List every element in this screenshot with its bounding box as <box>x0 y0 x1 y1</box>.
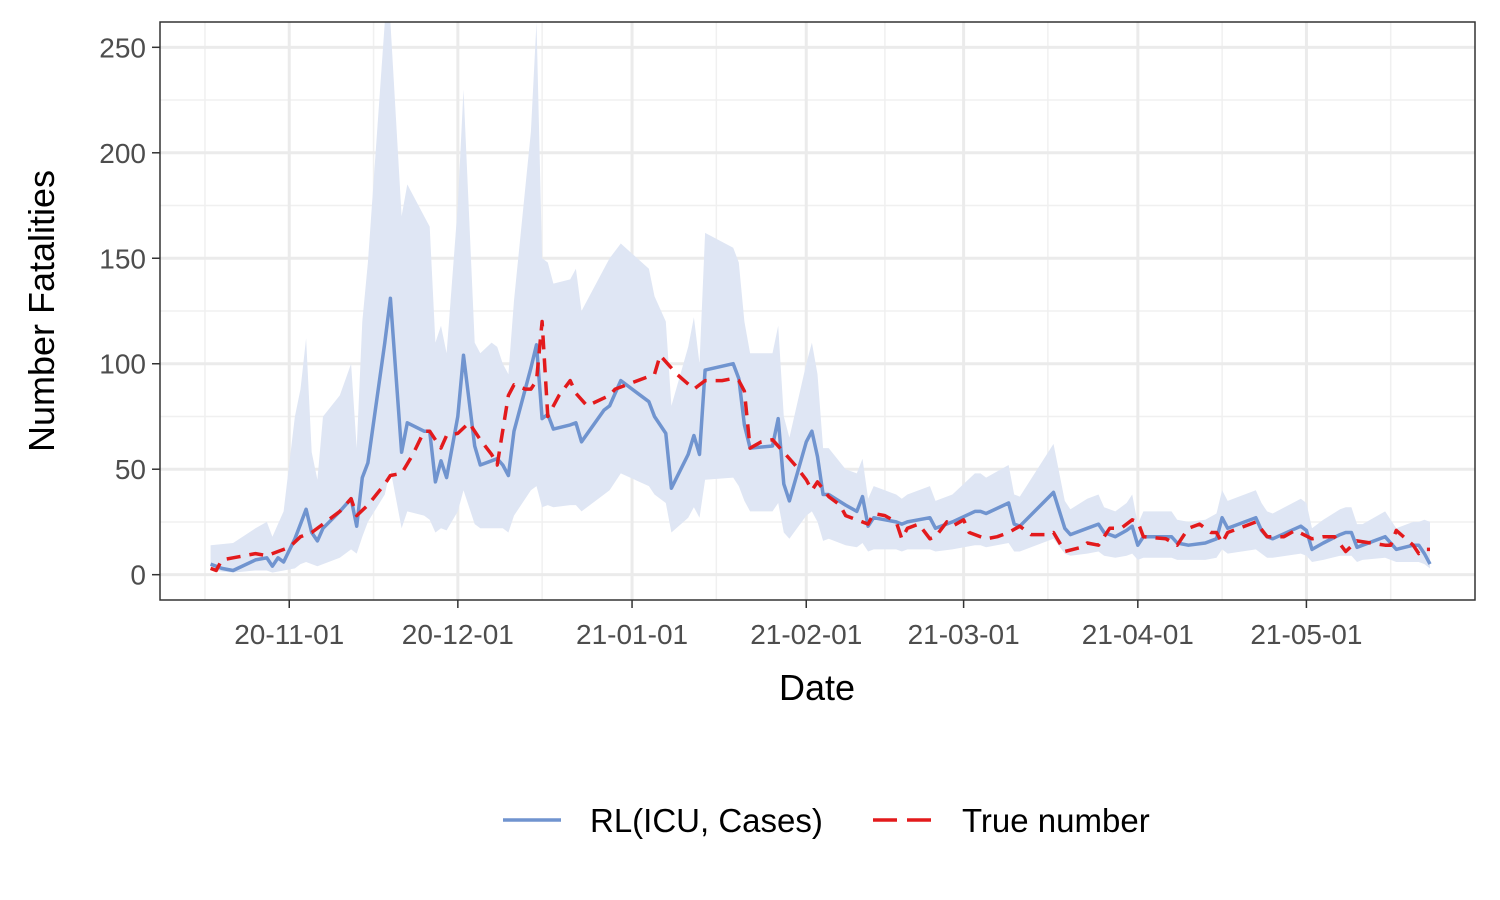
series-line-true-number <box>209 319 1430 573</box>
uncertainty-band <box>210 22 1431 573</box>
y-axis: 0 50 100 150 200 250 <box>99 32 160 591</box>
series-line-rl-icu-cases <box>209 296 1432 573</box>
x-axis-title: Date <box>779 667 855 708</box>
y-axis-title: Number Fatalities <box>21 170 62 452</box>
legend-label-rl-icu-cases: RL(ICU, Cases) <box>590 802 823 839</box>
x-tick-label: 20-11-01 <box>234 619 344 650</box>
x-tick-label: 21-01-01 <box>576 619 688 650</box>
y-tick-label: 200 <box>99 138 146 169</box>
x-tick-label: 21-05-01 <box>1250 619 1362 650</box>
y-tick-label: 100 <box>99 349 146 380</box>
y-tick-label: 150 <box>99 243 146 274</box>
legend: RL(ICU, Cases) True number <box>503 802 1150 839</box>
legend-label-true-number: True number <box>962 802 1150 839</box>
x-tick-label: 21-04-01 <box>1082 619 1194 650</box>
plot-area <box>209 22 1432 573</box>
x-tick-label: 21-03-01 <box>908 619 1020 650</box>
y-tick-label: 0 <box>130 560 146 591</box>
plot-border <box>159 21 1476 601</box>
y-tick-label: 50 <box>115 454 146 485</box>
series-layer <box>209 296 1432 573</box>
x-tick-label: 21-02-01 <box>750 619 862 650</box>
x-tick-label: 20-12-01 <box>402 619 514 650</box>
x-axis: 20-11-01 20-12-01 21-01-01 21-02-01 21-03-01… <box>234 600 1362 650</box>
y-tick-label: 250 <box>99 32 146 63</box>
